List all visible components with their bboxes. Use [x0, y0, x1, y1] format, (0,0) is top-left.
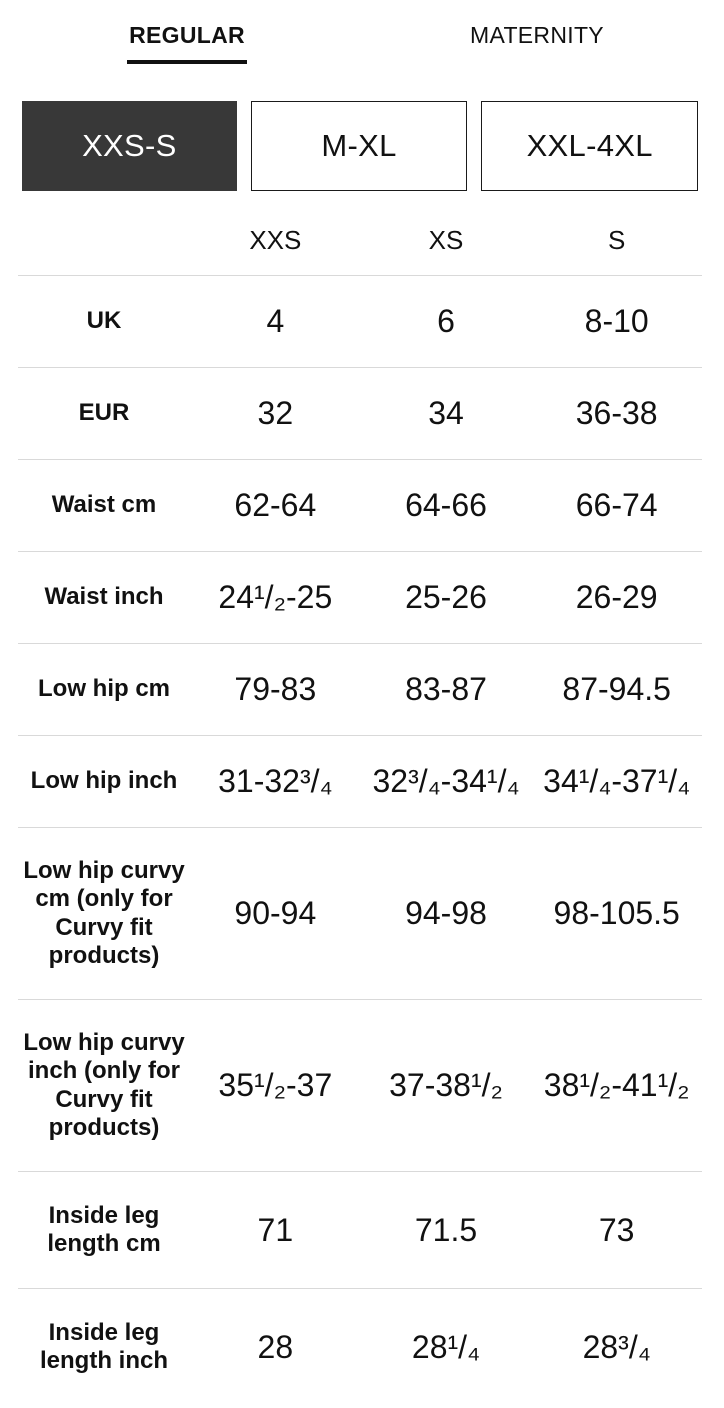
size-value-cell: 98-105.5 — [553, 895, 680, 931]
table-row: Low hip cm 79-83 83-87 87-94.5 — [18, 643, 702, 735]
size-value-cell: 87-94.5 — [562, 671, 671, 707]
size-value-cell: 66-74 — [575, 487, 658, 523]
size-value-cell: 8-10 — [584, 303, 649, 339]
size-value-cell: 62-64 — [234, 487, 317, 523]
table-row: Low hip inch 31-32³/₄ 32³/₄-34¹/₄ 34¹/₄-… — [18, 735, 702, 827]
row-label: Inside leg length inch — [40, 1318, 168, 1374]
table-header-row: XXS XS S — [18, 205, 702, 275]
table-row: Low hip curvy cm (only for Curvy fit pro… — [18, 827, 702, 999]
row-label: Low hip curvy cm (only for Curvy fit pro… — [23, 857, 185, 969]
size-value-cell: 24¹/₂-25 — [218, 579, 333, 615]
size-range-selector: XXS-S M-XL XXL-4XL — [22, 101, 699, 191]
size-value-cell: 71 — [257, 1211, 294, 1248]
table-row: UK 4 6 8-10 — [18, 275, 702, 367]
size-value-cell: 28¹/₄ — [411, 1328, 481, 1365]
size-range-button-xxs-s[interactable]: XXS-S — [22, 101, 237, 191]
size-value-cell: 37-38¹/₂ — [389, 1067, 503, 1103]
row-label: Waist inch — [44, 583, 164, 611]
row-label: Waist cm — [51, 491, 157, 519]
size-value-cell: 31-32³/₄ — [218, 763, 333, 799]
row-label: Inside leg length cm — [47, 1201, 161, 1257]
size-value-cell: 28³/₄ — [582, 1328, 651, 1365]
tab-maternity[interactable]: MATERNITY — [362, 22, 712, 64]
size-value-cell: 6 — [437, 303, 455, 339]
size-value-cell: 4 — [266, 303, 285, 339]
size-value-cell: 26-29 — [575, 579, 658, 615]
row-label: Low hip cm — [38, 675, 170, 703]
size-value-cell: 36-38 — [575, 395, 658, 431]
table-row: Low hip curvy inch (only for Curvy fit p… — [18, 999, 702, 1171]
tab-regular-label: REGULAR — [127, 22, 247, 64]
row-label: UK — [86, 307, 122, 335]
tab-maternity-label: MATERNITY — [470, 22, 604, 48]
row-label: EUR — [78, 399, 130, 427]
size-value-cell: 83-87 — [405, 671, 487, 707]
table-row: Inside leg length cm 71 71.5 73 — [18, 1171, 702, 1288]
size-range-button-m-xl[interactable]: M-XL — [250, 101, 468, 191]
size-guide-tabs: REGULAR MATERNITY — [12, 0, 712, 64]
size-value-cell: 35¹/₂-37 — [218, 1067, 333, 1103]
table-row: Waist inch 24¹/₂-25 25-26 26-29 — [18, 551, 702, 643]
row-label: Low hip curvy inch (only for Curvy fit p… — [23, 1029, 185, 1141]
size-value-cell: 64-66 — [405, 487, 487, 523]
size-value-cell: 73 — [598, 1211, 635, 1248]
size-value-cell: 94-98 — [405, 895, 487, 931]
size-value-cell: 79-83 — [234, 671, 317, 707]
size-value-cell: 38¹/₂-41¹/₂ — [543, 1067, 690, 1103]
table-row: Waist cm 62-64 64-66 66-74 — [18, 459, 702, 551]
size-value-cell: 71.5 — [414, 1211, 478, 1248]
size-value-cell: 90-94 — [234, 895, 317, 931]
size-range-button-xxl-4xl[interactable]: XXL-4XL — [481, 101, 699, 191]
column-header-xxs: XXS — [249, 224, 302, 255]
column-header-xs: XS — [428, 224, 464, 255]
size-value-cell: 28 — [257, 1328, 294, 1365]
size-value-cell: 32³/₄-34¹/₄ — [372, 763, 520, 799]
row-label: Low hip inch — [30, 767, 178, 795]
column-header-s: S — [608, 224, 626, 255]
size-value-cell: 32 — [257, 395, 294, 431]
table-row: Inside leg length inch 28 28¹/₄ 28³/₄ — [18, 1288, 702, 1405]
table-row: EUR 32 34 36-38 — [18, 367, 702, 459]
size-value-cell: 34 — [428, 395, 464, 431]
size-table: XXS XS S UK 4 6 8-10 EUR 32 34 36-38 Wai… — [18, 205, 702, 1405]
tab-regular[interactable]: REGULAR — [12, 22, 362, 64]
size-value-cell: 25-26 — [405, 579, 487, 615]
size-value-cell: 34¹/₄-37¹/₄ — [543, 763, 691, 799]
